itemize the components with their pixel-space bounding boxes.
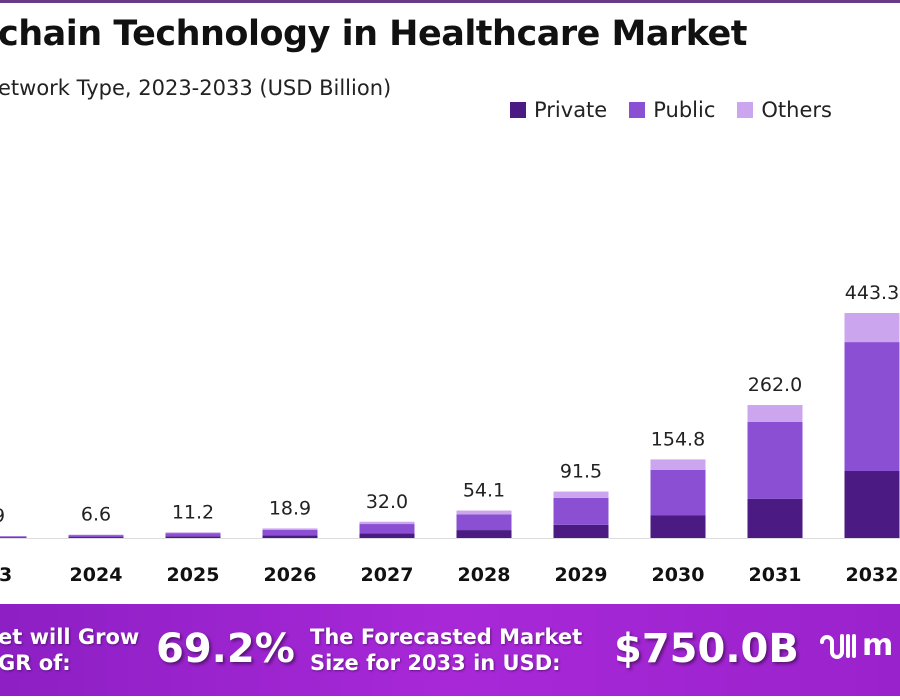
bar-segment-public (359, 524, 415, 534)
legend-item-private: Private (510, 98, 607, 122)
bar-segment-public (553, 497, 609, 525)
x-tick-label: 2026 (264, 564, 317, 586)
x-tick-label: 2027 (361, 564, 414, 586)
bar-segment-public (747, 421, 803, 499)
total-label: 9 (0, 505, 5, 527)
bar-segment-others (262, 528, 318, 530)
legend-swatch (629, 102, 646, 118)
legend-swatch (510, 102, 526, 118)
bar-segment-private (650, 515, 706, 538)
banner-left-text: et will Grow GR of: (0, 624, 139, 676)
x-tick-label: 2029 (555, 564, 608, 586)
total-label: 91.5 (560, 461, 602, 483)
summary-banner: et will Grow GR of: 69.2% The Forecasted … (0, 604, 900, 696)
brand-logo: m (818, 628, 893, 670)
bar-segment-private (262, 535, 318, 538)
forecast-value: $750.0B (614, 626, 799, 672)
top-border (0, 0, 900, 3)
total-label: 154.8 (651, 428, 705, 450)
bar-segment-public (165, 533, 221, 537)
bar-segment-public (844, 342, 900, 472)
bar-segment-private (456, 530, 512, 538)
legend: Private Public Others (510, 98, 832, 122)
x-tick-label: 2032 (846, 564, 899, 586)
bar-segment-others (359, 521, 415, 525)
legend-label: Public (653, 98, 716, 122)
bar-segment-others (456, 510, 512, 515)
stacked-bar-chart: 9 23 6.6 2024 11.2 2025 18.9 2026 32.0 2027 54.1 20… (0, 282, 900, 586)
total-label: 262.0 (748, 374, 802, 396)
bar-segment-others (553, 491, 609, 498)
x-tick-label: 2028 (458, 564, 511, 586)
bar-segment-others (747, 405, 803, 422)
logo-text: m (862, 628, 894, 663)
total-label: 32.0 (366, 491, 408, 513)
banner-text: GR of: (0, 651, 71, 675)
banner-text: et will Grow (0, 625, 140, 649)
cagr-value: 69.2% (156, 626, 295, 672)
chart-title: chain Technology in Healthcare Market (0, 14, 748, 54)
x-tick-label: 2024 (70, 564, 123, 586)
total-label: 54.1 (463, 480, 505, 502)
bar-segment-public (650, 469, 706, 516)
total-label: 18.9 (269, 497, 311, 519)
bar-segment-private (747, 498, 803, 538)
bar-segment-private (165, 536, 221, 538)
bar-segment-public (262, 529, 318, 536)
bar-segment-others (650, 459, 706, 470)
legend-label: Private (534, 98, 608, 122)
x-tick-label: 2031 (749, 564, 802, 586)
bar-segment-private (68, 537, 124, 538)
chart-subtitle: etwork Type, 2023-2033 (USD Billion) (0, 76, 392, 100)
x-tick-label: 2030 (652, 564, 705, 586)
logo-icon (820, 634, 856, 659)
bar-segment-others (844, 313, 900, 343)
banner-mid-text: The Forecasted Market Size for 2033 in US… (310, 624, 582, 676)
legend-label: Others (761, 98, 832, 122)
total-label: 6.6 (81, 504, 111, 526)
bar-segment-private (844, 471, 900, 538)
bar-segment-public (0, 536, 27, 538)
banner-text: The Forecasted Market (310, 625, 583, 649)
x-tick-label: 2025 (167, 564, 220, 586)
bar-segment-private (0, 537, 27, 538)
bar-segment-others (165, 532, 221, 534)
bar-segment-public (68, 535, 124, 538)
total-label: 11.2 (172, 501, 214, 523)
total-label: 443.3 (845, 282, 899, 304)
x-tick-label: 23 (0, 564, 12, 586)
legend-swatch (737, 102, 754, 118)
bar-segment-private (553, 524, 609, 538)
legend-item-others: Others (737, 98, 832, 122)
bar-segment-private (359, 533, 415, 538)
banner-text: Size for 2033 in USD: (310, 651, 561, 675)
bar-segment-public (456, 514, 512, 531)
legend-item-public: Public (629, 98, 715, 122)
